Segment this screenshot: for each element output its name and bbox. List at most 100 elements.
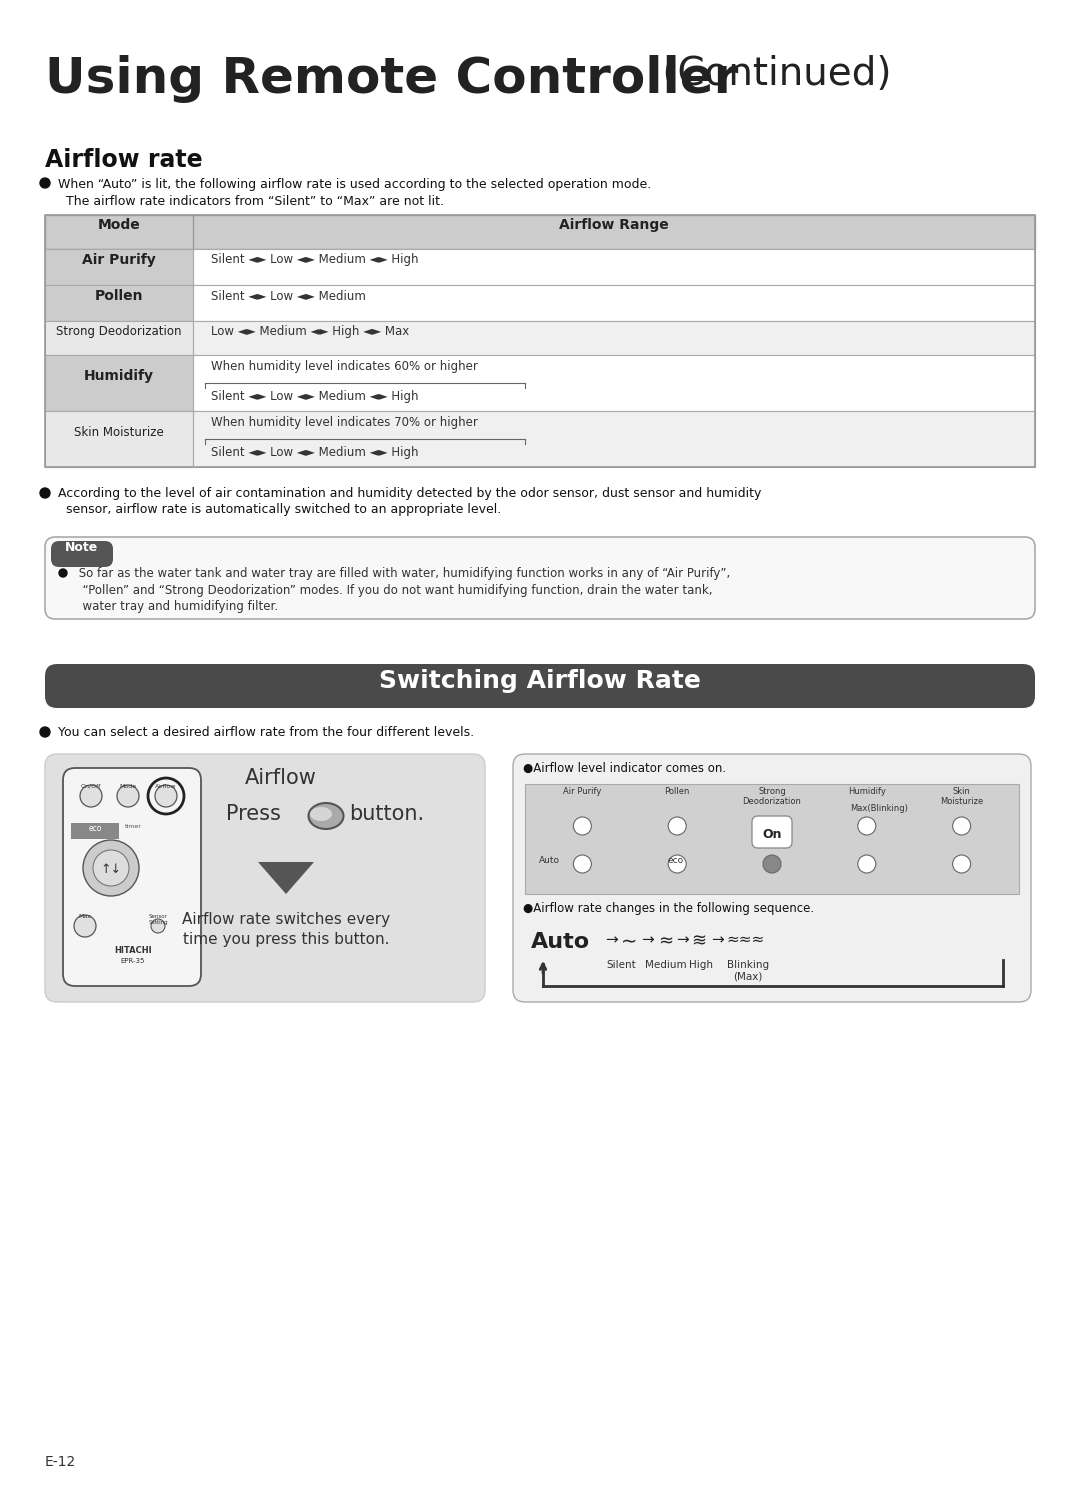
Text: Max: Max <box>79 915 92 919</box>
Text: When humidity level indicates 60% or higher: When humidity level indicates 60% or hig… <box>211 360 477 373</box>
Text: →: → <box>605 932 618 947</box>
Text: When “Auto” is lit, the following airflow rate is used according to the selected: When “Auto” is lit, the following airflo… <box>58 178 651 190</box>
FancyBboxPatch shape <box>752 816 792 848</box>
Bar <box>45 216 1035 467</box>
FancyBboxPatch shape <box>513 754 1031 1002</box>
Text: Switching Airflow Rate: Switching Airflow Rate <box>379 669 701 693</box>
Text: Using Remote Controller: Using Remote Controller <box>45 55 739 103</box>
Text: Blinking
(Max): Blinking (Max) <box>727 961 769 981</box>
Bar <box>45 286 193 321</box>
Circle shape <box>75 915 96 937</box>
Text: Silent ◄► Low ◄► Medium ◄► High: Silent ◄► Low ◄► Medium ◄► High <box>211 253 419 266</box>
FancyBboxPatch shape <box>45 754 485 1002</box>
Circle shape <box>669 855 686 873</box>
Text: Air Purify: Air Purify <box>82 253 156 268</box>
Text: On: On <box>762 828 782 842</box>
Circle shape <box>117 785 139 807</box>
Text: Pollen: Pollen <box>95 288 144 303</box>
Text: Airflow rate switches every: Airflow rate switches every <box>181 912 390 926</box>
Text: ≋: ≋ <box>691 932 706 950</box>
Text: Strong
Deodorization: Strong Deodorization <box>743 787 801 806</box>
Text: When humidity level indicates 70% or higher: When humidity level indicates 70% or hig… <box>211 416 477 430</box>
Text: Auto: Auto <box>531 932 590 952</box>
Circle shape <box>40 488 50 498</box>
Text: Auto: Auto <box>539 857 561 865</box>
Text: Mode: Mode <box>120 784 136 790</box>
Text: On/Off: On/Off <box>81 784 102 790</box>
Text: Airflow: Airflow <box>156 784 177 790</box>
Text: Max(Blinking): Max(Blinking) <box>850 804 907 813</box>
Circle shape <box>858 816 876 836</box>
Ellipse shape <box>310 807 332 821</box>
Circle shape <box>156 785 177 807</box>
Circle shape <box>59 570 67 577</box>
Circle shape <box>953 855 971 873</box>
Text: Airflow: Airflow <box>245 767 316 788</box>
Text: Air Purify: Air Purify <box>563 787 602 796</box>
Bar <box>45 410 1035 467</box>
Circle shape <box>669 816 686 836</box>
Text: button.: button. <box>349 804 424 824</box>
Text: ↑↓: ↑↓ <box>100 862 121 876</box>
Text: Humidify: Humidify <box>84 369 154 384</box>
Circle shape <box>151 919 165 932</box>
FancyBboxPatch shape <box>45 665 1035 708</box>
Text: Pollen: Pollen <box>664 787 690 796</box>
Text: HITACHI: HITACHI <box>114 946 152 955</box>
Text: Airflow Range: Airflow Range <box>559 219 669 232</box>
Text: “Pollen” and “Strong Deodorization” modes. If you do not want humidifying functi: “Pollen” and “Strong Deodorization” mode… <box>75 584 713 596</box>
FancyBboxPatch shape <box>63 767 201 986</box>
Text: sensor, airflow rate is automatically switched to an appropriate level.: sensor, airflow rate is automatically sw… <box>58 503 501 516</box>
Bar <box>45 355 1035 410</box>
Text: water tray and humidifying filter.: water tray and humidifying filter. <box>75 599 279 613</box>
Bar <box>45 321 1035 355</box>
Text: Low ◄► Medium ◄► High ◄► Max: Low ◄► Medium ◄► High ◄► Max <box>211 324 409 338</box>
Text: Mode: Mode <box>97 219 140 232</box>
Circle shape <box>953 816 971 836</box>
Text: ●Airflow level indicator comes on.: ●Airflow level indicator comes on. <box>523 761 726 775</box>
Circle shape <box>762 816 781 836</box>
Circle shape <box>93 851 129 886</box>
Polygon shape <box>258 862 314 894</box>
Circle shape <box>40 178 50 187</box>
Text: ≈≈≈: ≈≈≈ <box>726 932 765 947</box>
Polygon shape <box>767 836 777 846</box>
Text: time you press this button.: time you press this button. <box>183 932 389 947</box>
Text: ●Airflow rate changes in the following sequence.: ●Airflow rate changes in the following s… <box>523 903 814 915</box>
Bar <box>45 321 193 355</box>
Circle shape <box>80 785 102 807</box>
Circle shape <box>573 816 592 836</box>
Text: High: High <box>689 961 713 970</box>
Circle shape <box>858 855 876 873</box>
Bar <box>45 248 193 286</box>
Text: So far as the water tank and water tray are filled with water, humidifying funct: So far as the water tank and water tray … <box>75 567 730 580</box>
Text: Strong Deodorization: Strong Deodorization <box>56 324 181 338</box>
Text: →: → <box>642 932 653 947</box>
Text: Humidify: Humidify <box>848 787 886 796</box>
Text: The airflow rate indicators from “Silent” to “Max” are not lit.: The airflow rate indicators from “Silent… <box>58 195 444 208</box>
Text: timer: timer <box>124 824 141 828</box>
Bar <box>71 822 119 839</box>
FancyBboxPatch shape <box>51 541 113 567</box>
Circle shape <box>40 727 50 738</box>
Text: eco: eco <box>667 857 684 865</box>
Text: Sensor
Setting: Sensor Setting <box>148 915 167 925</box>
Text: Silent ◄► Low ◄► Medium ◄► High: Silent ◄► Low ◄► Medium ◄► High <box>211 390 419 403</box>
Bar <box>45 410 193 467</box>
Ellipse shape <box>309 803 343 828</box>
Text: ∼: ∼ <box>621 932 637 952</box>
Text: Silent ◄► Low ◄► Medium: Silent ◄► Low ◄► Medium <box>211 290 366 302</box>
Bar <box>45 248 1035 286</box>
Text: EPR-35: EPR-35 <box>121 958 145 964</box>
Text: →: → <box>711 932 724 947</box>
Text: eco: eco <box>89 824 102 833</box>
Text: →: → <box>676 932 689 947</box>
Text: You can select a desired airflow rate from the four different levels.: You can select a desired airflow rate fr… <box>58 726 474 739</box>
Text: Press: Press <box>226 804 281 824</box>
Bar <box>525 784 1020 894</box>
Text: Silent ◄► Low ◄► Medium ◄► High: Silent ◄► Low ◄► Medium ◄► High <box>211 446 419 459</box>
Text: Skin Moisturize: Skin Moisturize <box>75 425 164 439</box>
Bar <box>45 286 1035 321</box>
Circle shape <box>83 840 139 897</box>
Text: According to the level of air contamination and humidity detected by the odor se: According to the level of air contaminat… <box>58 488 761 500</box>
